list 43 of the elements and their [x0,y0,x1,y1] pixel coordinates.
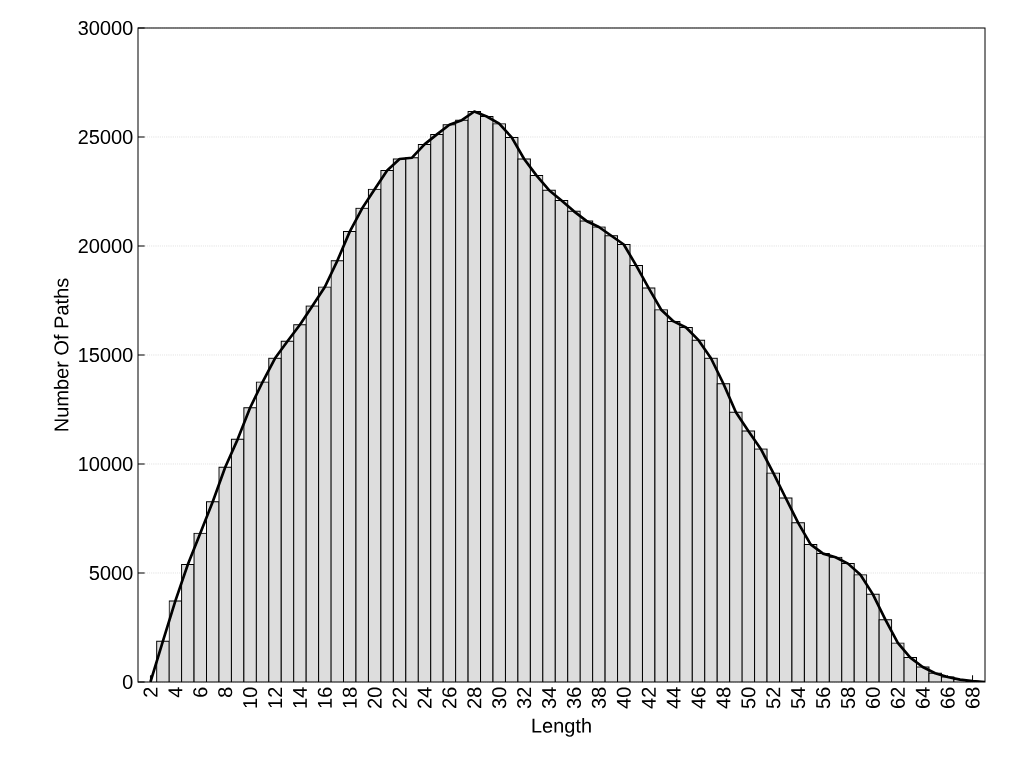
x-tick-label: 40 [616,687,631,709]
x-tick-label: 58 [840,687,856,709]
x-tick-label: 60 [865,687,880,708]
x-tick-label: 56 [816,687,831,709]
x-tick-label: 46 [691,687,706,709]
y-tick-label: 30000 [78,20,133,36]
x-tick-label: 28 [467,687,482,708]
y-tick-label: 0 [122,674,133,690]
y-tick-label: 15000 [79,347,133,363]
x-tick-label: 64 [915,687,930,708]
y-tick-label: 25000 [78,129,133,145]
x-tick-label: 48 [716,687,731,709]
x-tick-label: 26 [442,687,457,708]
x-tick-label: 24 [417,687,432,708]
x-tick-label: 42 [641,687,656,709]
x-tick-label: 22 [392,687,407,708]
x-tick-label: 62 [890,687,905,708]
x-tick-label: 32 [517,687,532,709]
x-tick-label: 36 [566,687,582,709]
x-tick-label: 10 [243,687,258,708]
y-axis-title: Number Of Paths [53,278,69,431]
x-tick-label: 18 [342,687,357,708]
x-tick-label: 6 [193,687,208,697]
x-tick-label: 54 [791,687,806,709]
x-tick-label: 50 [741,687,756,709]
x-tick-label: 44 [666,687,681,709]
x-tick-label: 12 [268,687,282,708]
x-tick-label: 4 [168,687,183,698]
x-tick-label: 34 [541,687,557,709]
y-tick-label: 20000 [78,238,133,254]
x-tick-label: 66 [940,687,955,708]
x-tick-label: 30 [492,687,507,709]
x-tick-label: 14 [293,687,307,708]
x-tick-label: 2 [143,687,158,697]
y-tick-label: 5000 [89,565,133,581]
x-tick-label: 8 [218,687,233,697]
x-tick-label: 68 [965,687,980,708]
x-tick-label: 38 [591,687,606,709]
x-tick-label: 16 [317,687,332,708]
x-tick-label: 52 [766,687,781,709]
y-tick-label: 10000 [79,456,133,472]
x-axis-title: Length [532,718,591,737]
x-tick-label: 20 [367,687,382,708]
